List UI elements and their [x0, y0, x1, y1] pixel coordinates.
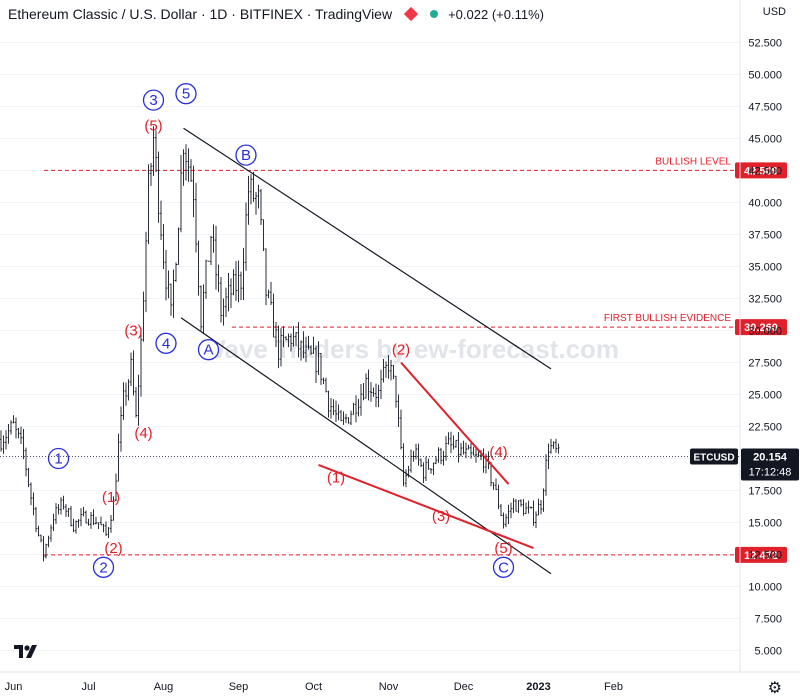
y-tick-label: 45.000 [748, 134, 782, 146]
wave-circle [197, 339, 220, 361]
wave-label: 1 [54, 451, 62, 468]
wave-circle [92, 556, 115, 578]
wave-circle [47, 447, 70, 470]
level-price-label: 30.260 [744, 322, 778, 334]
x-tick-label: Dec [454, 681, 474, 693]
wave-label: (1) [102, 489, 120, 506]
wave-label: (2) [392, 342, 410, 359]
wave-circle [175, 83, 197, 105]
currency-selector[interactable]: USD [762, 6, 786, 18]
wedge-line [400, 361, 510, 485]
y-tick-label: 27.500 [748, 358, 782, 370]
y-tick-label: 42.500 [748, 166, 782, 178]
y-tick-label: 25.000 [748, 390, 782, 402]
y-tick-label: 37.500 [748, 230, 782, 242]
y-tick-label: 5.000 [754, 646, 782, 658]
wave-circle [235, 144, 257, 166]
y-tick-label: 40.000 [748, 198, 782, 210]
wave-label: (4) [489, 444, 507, 461]
wave-circle [492, 556, 515, 578]
y-tick-label: 35.000 [748, 262, 782, 274]
wave-circle [142, 89, 165, 111]
candle-countdown-label: 17:12:48 [749, 467, 792, 479]
y-tick-label: 50.000 [748, 70, 782, 82]
level-label: FIRST BULLISH EVIDENCE [604, 313, 731, 324]
alert-diamond-icon [404, 6, 419, 22]
x-tick-label: Feb [604, 681, 623, 693]
wave-label: (5) [494, 540, 512, 557]
wave-label: (3) [124, 323, 142, 340]
y-tick-label: 7.500 [754, 614, 782, 626]
y-tick-label: 12.500 [748, 550, 782, 562]
level-label: BULLISH LEVEL [655, 156, 731, 167]
level-price-tag [735, 319, 787, 336]
chart-title: Ethereum Classic / U.S. Dollar · 1D · BI… [8, 6, 393, 22]
wave-label: (2) [104, 540, 122, 557]
x-tick-label: Oct [305, 681, 322, 693]
x-tick-label: Sep [229, 681, 249, 693]
wave-label: (4) [134, 425, 152, 442]
symbol-label: ETCUSD [693, 453, 734, 464]
level-price-label: 42.509 [744, 165, 778, 177]
x-tick-label: Jul [81, 681, 95, 693]
level-price-tag [735, 546, 787, 563]
channel-line [183, 127, 552, 370]
wave-label: C [498, 559, 509, 576]
wave-circle [155, 332, 177, 354]
x-tick-label: 2023 [526, 681, 550, 693]
level-price-label: 12.472 [744, 550, 778, 562]
y-tick-label: 10.000 [748, 582, 782, 594]
chart-header: Ethereum Classic / U.S. Dollar · 1D · BI… [8, 6, 544, 22]
wedge-line [318, 463, 534, 550]
wave-label: (3) [432, 508, 450, 525]
settings-gear-icon[interactable]: ⚙ [767, 680, 782, 697]
y-tick-label: 15.000 [748, 518, 782, 530]
wave-label: 2 [99, 559, 107, 576]
wave-label: (1) [327, 470, 345, 487]
watermark: Wave Traders by ew-forecast.com [201, 334, 619, 364]
level-price-tag [735, 162, 787, 179]
y-tick-label: 17.500 [748, 486, 782, 498]
wave-label: 3 [149, 92, 157, 109]
tradingview-logo-icon [14, 645, 37, 658]
x-tick-label: Nov [379, 681, 399, 693]
y-tick-label: 47.500 [748, 102, 782, 114]
y-tick-label: 30.000 [748, 326, 782, 338]
market-status-icon [430, 10, 439, 18]
price-change: +0.022 (+0.11%) [448, 6, 544, 22]
symbol-tag [690, 448, 738, 465]
y-tick-label: 22.500 [748, 422, 782, 434]
wave-label: (5) [144, 118, 162, 135]
last-price-label: 20.154 [753, 452, 788, 464]
last-price-tag [741, 448, 799, 481]
x-tick-label: Jun [5, 681, 23, 693]
y-tick-label: 32.500 [748, 294, 782, 306]
wave-label: A [203, 342, 213, 359]
x-tick-label: Aug [154, 681, 174, 693]
wave-label: B [241, 147, 251, 164]
wave-label: 4 [162, 335, 170, 352]
y-tick-label: 52.500 [748, 38, 782, 50]
wave-label: 5 [182, 86, 190, 103]
